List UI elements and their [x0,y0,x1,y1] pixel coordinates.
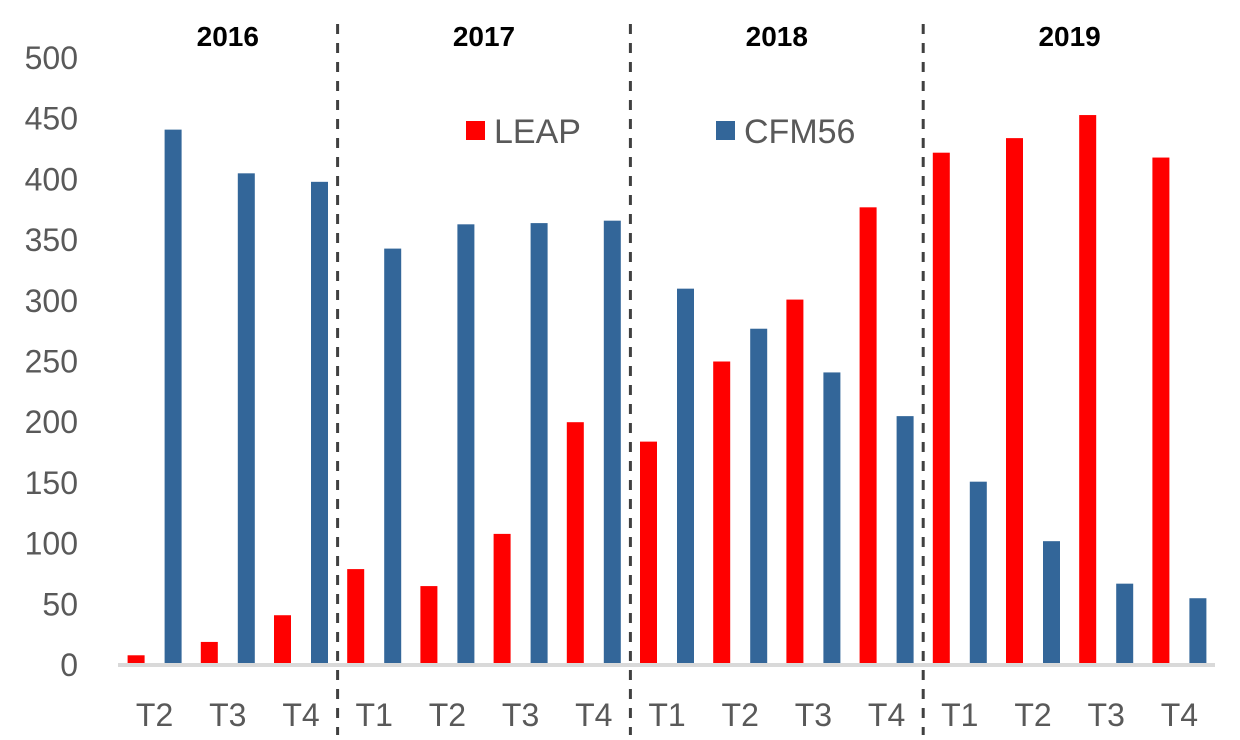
bar-leap [1079,115,1097,666]
y-tick-label: 0 [60,647,78,683]
y-tick-label: 500 [25,40,78,76]
bar-cfm56 [457,224,475,665]
bar-cfm56 [1043,541,1060,665]
bar-cfm56 [384,248,402,665]
bar-cfm56 [164,129,182,666]
bar-leap [1152,157,1170,665]
x-category-label: T3 [1088,697,1125,733]
x-category-label: T3 [502,697,539,733]
y-tick-label: 400 [25,161,78,197]
bar-cfm56 [969,481,987,665]
bar-cfm56 [1189,598,1207,665]
x-category-label: T2 [429,697,466,733]
legend-label-cfm56: CFM56 [744,113,855,151]
bar-leap [347,569,365,665]
x-category-label: T4 [575,697,612,733]
bar-leap [566,422,584,665]
bar-leap [713,361,731,665]
year-separators [336,24,925,735]
x-axis-category-labels: T2 T3 T4 T1 T2 T3 T4 T1 T2 T3 T4 T1 T2 T3 T4 [136,697,1198,733]
bar-leap [200,641,218,665]
y-tick-label: 300 [25,283,78,319]
x-category-label: T3 [795,697,832,733]
legend-swatch-cfm56 [716,121,735,140]
x-category-label: T2 [1014,697,1051,733]
bar-cfm56 [896,416,914,665]
y-tick-label: 350 [25,222,78,258]
y-tick-label: 250 [25,344,78,380]
y-tick-label: 150 [25,465,78,501]
year-labels: 2016 2017 2018 2019 [197,21,1101,52]
x-category-label: T4 [868,697,905,733]
legend: LEAP CFM56 [466,113,855,151]
x-category-label: T1 [941,697,978,733]
bar-leap [640,441,657,665]
year-label: 2016 [197,21,259,52]
x-category-label: T2 [136,697,173,733]
y-tick-label: 450 [25,101,78,137]
y-axis-ticks: 0 50 100 150 200 250 300 350 400 450 500 [25,40,78,683]
y-tick-label: 100 [25,526,78,562]
x-category-label: T4 [1161,697,1198,733]
legend-label-leap: LEAP [494,113,581,151]
bar-cfm56 [311,181,328,665]
bar-leap [786,299,804,665]
x-category-label: T2 [722,697,759,733]
bar-leap [1006,138,1023,665]
y-tick-label: 200 [25,404,78,440]
y-tick-label: 50 [42,586,78,622]
bar-cfm56 [237,173,255,665]
bar-leap [274,615,291,665]
year-label: 2018 [746,21,808,52]
legend-swatch-leap [466,121,485,140]
x-category-label: T1 [648,697,685,733]
bar-leap [127,655,145,665]
year-label: 2019 [1038,21,1100,52]
bar-cfm56 [603,220,621,665]
year-label: 2017 [453,21,515,52]
x-category-label: T3 [209,697,246,733]
bar-leap [420,586,438,665]
bars [127,115,1207,666]
x-category-label: T4 [282,697,319,733]
bar-leap [932,152,950,665]
x-category-label: T1 [356,697,393,733]
bar-cfm56 [677,288,694,665]
bar-cfm56 [823,372,841,665]
bar-leap [859,207,877,665]
bar-cfm56 [530,223,548,665]
bar-leap [493,533,511,665]
bar-cfm56 [1116,583,1134,665]
bar-cfm56 [750,328,768,665]
